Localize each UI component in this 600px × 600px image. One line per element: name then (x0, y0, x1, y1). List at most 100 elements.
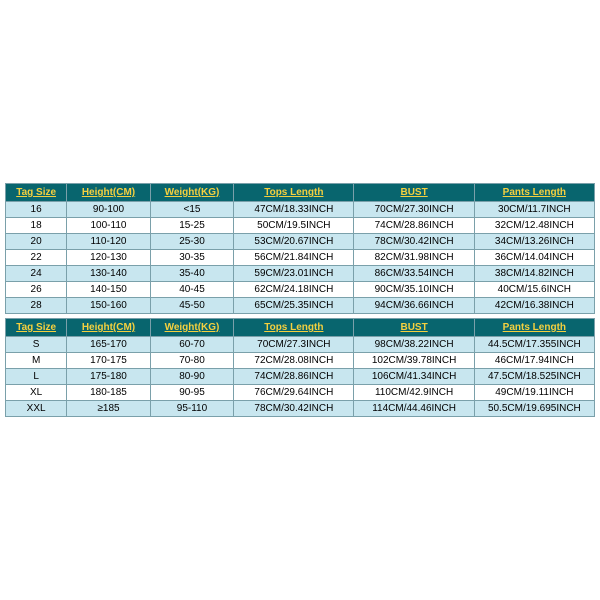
cell: <15 (150, 202, 234, 218)
cell: 46CM/17.94INCH (474, 353, 594, 369)
cell: 70CM/27.3INCH (234, 337, 354, 353)
table-row: XXL≥18595-11078CM/30.42INCH114CM/44.46IN… (6, 401, 595, 417)
cell: 40-45 (150, 282, 234, 298)
cell: 18 (6, 218, 67, 234)
cell: M (6, 353, 67, 369)
cell: 53CM/20.67INCH (234, 234, 354, 250)
cell: 82CM/31.98INCH (354, 250, 474, 266)
cell: 60-70 (150, 337, 234, 353)
cell: 50.5CM/19.695INCH (474, 401, 594, 417)
table-row: 1690-100<1547CM/18.33INCH70CM/27.30INCH3… (6, 202, 595, 218)
cell: 80-90 (150, 369, 234, 385)
table-row: M170-17570-8072CM/28.08INCH102CM/39.78IN… (6, 353, 595, 369)
cell: 38CM/14.82INCH (474, 266, 594, 282)
cell: 78CM/30.42INCH (354, 234, 474, 250)
table-row: 28150-16045-5065CM/25.35INCH94CM/36.66IN… (6, 298, 595, 314)
cell: 28 (6, 298, 67, 314)
cell: XXL (6, 401, 67, 417)
cell: 180-185 (67, 385, 151, 401)
cell: 35-40 (150, 266, 234, 282)
size-table-kids: Tag Size Height(CM) Weight(KG) Tops Leng… (5, 183, 595, 314)
header-row: Tag Size Height(CM) Weight(KG) Tops Leng… (6, 319, 595, 337)
table-row: 24130-14035-4059CM/23.01INCH86CM/33.54IN… (6, 266, 595, 282)
cell: 25-30 (150, 234, 234, 250)
cell: 98CM/38.22INCH (354, 337, 474, 353)
cell: S (6, 337, 67, 353)
table-row: 18100-11015-2550CM/19.5INCH74CM/28.86INC… (6, 218, 595, 234)
cell: 15-25 (150, 218, 234, 234)
col-tag-size: Tag Size (6, 319, 67, 337)
col-height: Height(CM) (67, 184, 151, 202)
cell: 76CM/29.64INCH (234, 385, 354, 401)
cell: 30CM/11.7INCH (474, 202, 594, 218)
col-tag-size: Tag Size (6, 184, 67, 202)
cell: 32CM/12.48INCH (474, 218, 594, 234)
cell: 70CM/27.30INCH (354, 202, 474, 218)
cell: 56CM/21.84INCH (234, 250, 354, 266)
table2-body: S165-17060-7070CM/27.3INCH98CM/38.22INCH… (6, 337, 595, 417)
cell: 100-110 (67, 218, 151, 234)
cell: 94CM/36.66INCH (354, 298, 474, 314)
header-row: Tag Size Height(CM) Weight(KG) Tops Leng… (6, 184, 595, 202)
col-tops-length: Tops Length (234, 184, 354, 202)
cell: 62CM/24.18INCH (234, 282, 354, 298)
cell: 22 (6, 250, 67, 266)
cell: 150-160 (67, 298, 151, 314)
cell: 40CM/15.6INCH (474, 282, 594, 298)
cell: 175-180 (67, 369, 151, 385)
cell: 170-175 (67, 353, 151, 369)
cell: 110-120 (67, 234, 151, 250)
table-row: 22120-13030-3556CM/21.84INCH82CM/31.98IN… (6, 250, 595, 266)
cell: 102CM/39.78INCH (354, 353, 474, 369)
cell: 36CM/14.04INCH (474, 250, 594, 266)
cell: 65CM/25.35INCH (234, 298, 354, 314)
cell: 74CM/28.86INCH (234, 369, 354, 385)
table-row: S165-17060-7070CM/27.3INCH98CM/38.22INCH… (6, 337, 595, 353)
cell: L (6, 369, 67, 385)
table-row: XL180-18590-9576CM/29.64INCH110CM/42.9IN… (6, 385, 595, 401)
cell: 26 (6, 282, 67, 298)
cell: 95-110 (150, 401, 234, 417)
cell: 34CM/13.26INCH (474, 234, 594, 250)
table1-body: 1690-100<1547CM/18.33INCH70CM/27.30INCH3… (6, 202, 595, 314)
cell: 47CM/18.33INCH (234, 202, 354, 218)
col-height: Height(CM) (67, 319, 151, 337)
cell: 114CM/44.46INCH (354, 401, 474, 417)
size-chart-container: Tag Size Height(CM) Weight(KG) Tops Leng… (5, 183, 595, 417)
col-weight: Weight(KG) (150, 319, 234, 337)
cell: 90-95 (150, 385, 234, 401)
size-table-adults: Tag Size Height(CM) Weight(KG) Tops Leng… (5, 318, 595, 417)
cell: 110CM/42.9INCH (354, 385, 474, 401)
cell: 90CM/35.10INCH (354, 282, 474, 298)
cell: 50CM/19.5INCH (234, 218, 354, 234)
cell: 74CM/28.86INCH (354, 218, 474, 234)
cell: 165-170 (67, 337, 151, 353)
cell: 120-130 (67, 250, 151, 266)
cell: 42CM/16.38INCH (474, 298, 594, 314)
table-row: 20110-12025-3053CM/20.67INCH78CM/30.42IN… (6, 234, 595, 250)
col-bust: BUST (354, 184, 474, 202)
cell: 45-50 (150, 298, 234, 314)
col-pants-length: Pants Length (474, 184, 594, 202)
table-row: 26140-15040-4562CM/24.18INCH90CM/35.10IN… (6, 282, 595, 298)
cell: 72CM/28.08INCH (234, 353, 354, 369)
cell: 106CM/41.34INCH (354, 369, 474, 385)
cell: 30-35 (150, 250, 234, 266)
cell: 70-80 (150, 353, 234, 369)
cell: 86CM/33.54INCH (354, 266, 474, 282)
cell: ≥185 (67, 401, 151, 417)
cell: 78CM/30.42INCH (234, 401, 354, 417)
table-row: L175-18080-9074CM/28.86INCH106CM/41.34IN… (6, 369, 595, 385)
cell: 49CM/19.11INCH (474, 385, 594, 401)
cell: 47.5CM/18.525INCH (474, 369, 594, 385)
cell: 140-150 (67, 282, 151, 298)
cell: 59CM/23.01INCH (234, 266, 354, 282)
cell: 24 (6, 266, 67, 282)
cell: XL (6, 385, 67, 401)
cell: 16 (6, 202, 67, 218)
col-bust: BUST (354, 319, 474, 337)
cell: 130-140 (67, 266, 151, 282)
cell: 44.5CM/17.355INCH (474, 337, 594, 353)
col-pants-length: Pants Length (474, 319, 594, 337)
col-tops-length: Tops Length (234, 319, 354, 337)
